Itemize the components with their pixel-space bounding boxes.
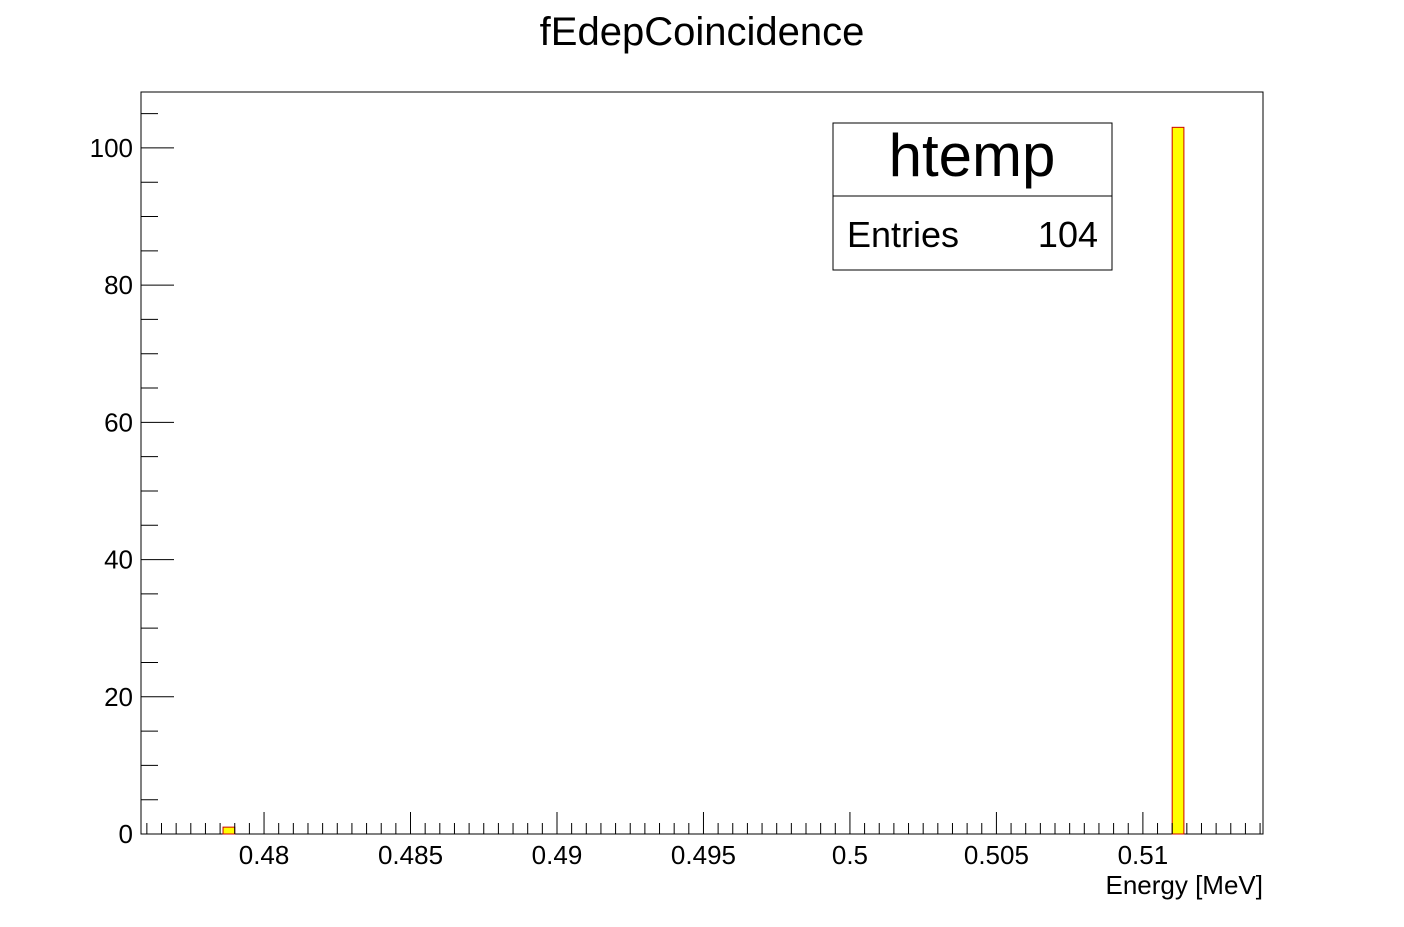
- x-axis: 0.48 0.485 0.49 0.495 0.5 0.505 0.51: [146, 812, 1261, 870]
- x-axis-label: Energy [MeV]: [1105, 870, 1263, 900]
- y-tick-label: 80: [104, 270, 133, 300]
- stats-entries-value: 104: [1038, 214, 1098, 255]
- x-tick-label: 0.485: [378, 840, 443, 870]
- y-tick-label: 60: [104, 407, 133, 437]
- x-tick-label: 0.51: [1118, 840, 1169, 870]
- y-tick-label: 20: [104, 682, 133, 712]
- x-tick-label: 0.5: [832, 840, 868, 870]
- stats-title: htemp: [889, 122, 1056, 189]
- x-tick-label: 0.48: [239, 840, 290, 870]
- y-axis: 0 20 40 60 80 100: [90, 113, 174, 849]
- y-tick-label: 0: [119, 819, 133, 849]
- x-tick-label: 0.49: [532, 840, 583, 870]
- y-tick-label: 100: [90, 133, 133, 163]
- x-tick-label: 0.495: [671, 840, 736, 870]
- stats-entries-label: Entries: [847, 214, 959, 255]
- chart-title: fEdepCoincidence: [540, 10, 865, 54]
- stats-box: htemp Entries 104: [832, 122, 1113, 271]
- plot-frame: [140, 91, 1264, 835]
- y-tick-label: 40: [104, 545, 133, 575]
- x-tick-label: 0.505: [964, 840, 1029, 870]
- histogram-bar-0: [222, 826, 236, 835]
- histogram-bar-1: [1171, 126, 1185, 835]
